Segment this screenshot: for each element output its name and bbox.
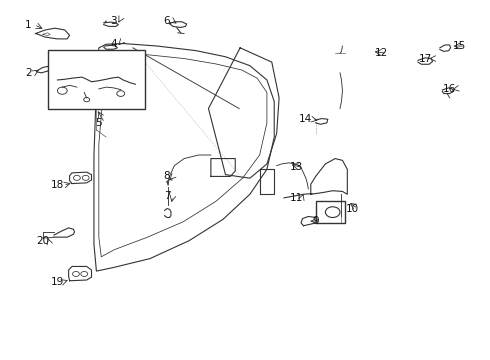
Text: 1: 1 (25, 19, 31, 30)
Text: 14: 14 (299, 114, 313, 124)
Text: 16: 16 (443, 84, 456, 94)
Text: 13: 13 (290, 162, 303, 172)
Text: 5: 5 (96, 118, 102, 128)
Bar (316, 202, 345, 223)
Text: 15: 15 (453, 41, 466, 51)
Text: 3: 3 (110, 16, 117, 26)
Text: 18: 18 (51, 180, 64, 190)
Text: 19: 19 (51, 277, 64, 287)
Text: 7: 7 (164, 191, 171, 201)
Text: 10: 10 (345, 203, 359, 213)
Text: 8: 8 (164, 171, 171, 181)
Text: 20: 20 (36, 236, 49, 246)
Text: 2: 2 (25, 68, 31, 78)
Text: 4: 4 (110, 39, 117, 49)
Text: 6: 6 (164, 16, 171, 26)
Text: 9: 9 (312, 216, 319, 226)
Text: 11: 11 (290, 193, 303, 203)
Text: 17: 17 (418, 54, 432, 64)
Bar (48, 50, 145, 109)
Text: 12: 12 (375, 48, 388, 58)
